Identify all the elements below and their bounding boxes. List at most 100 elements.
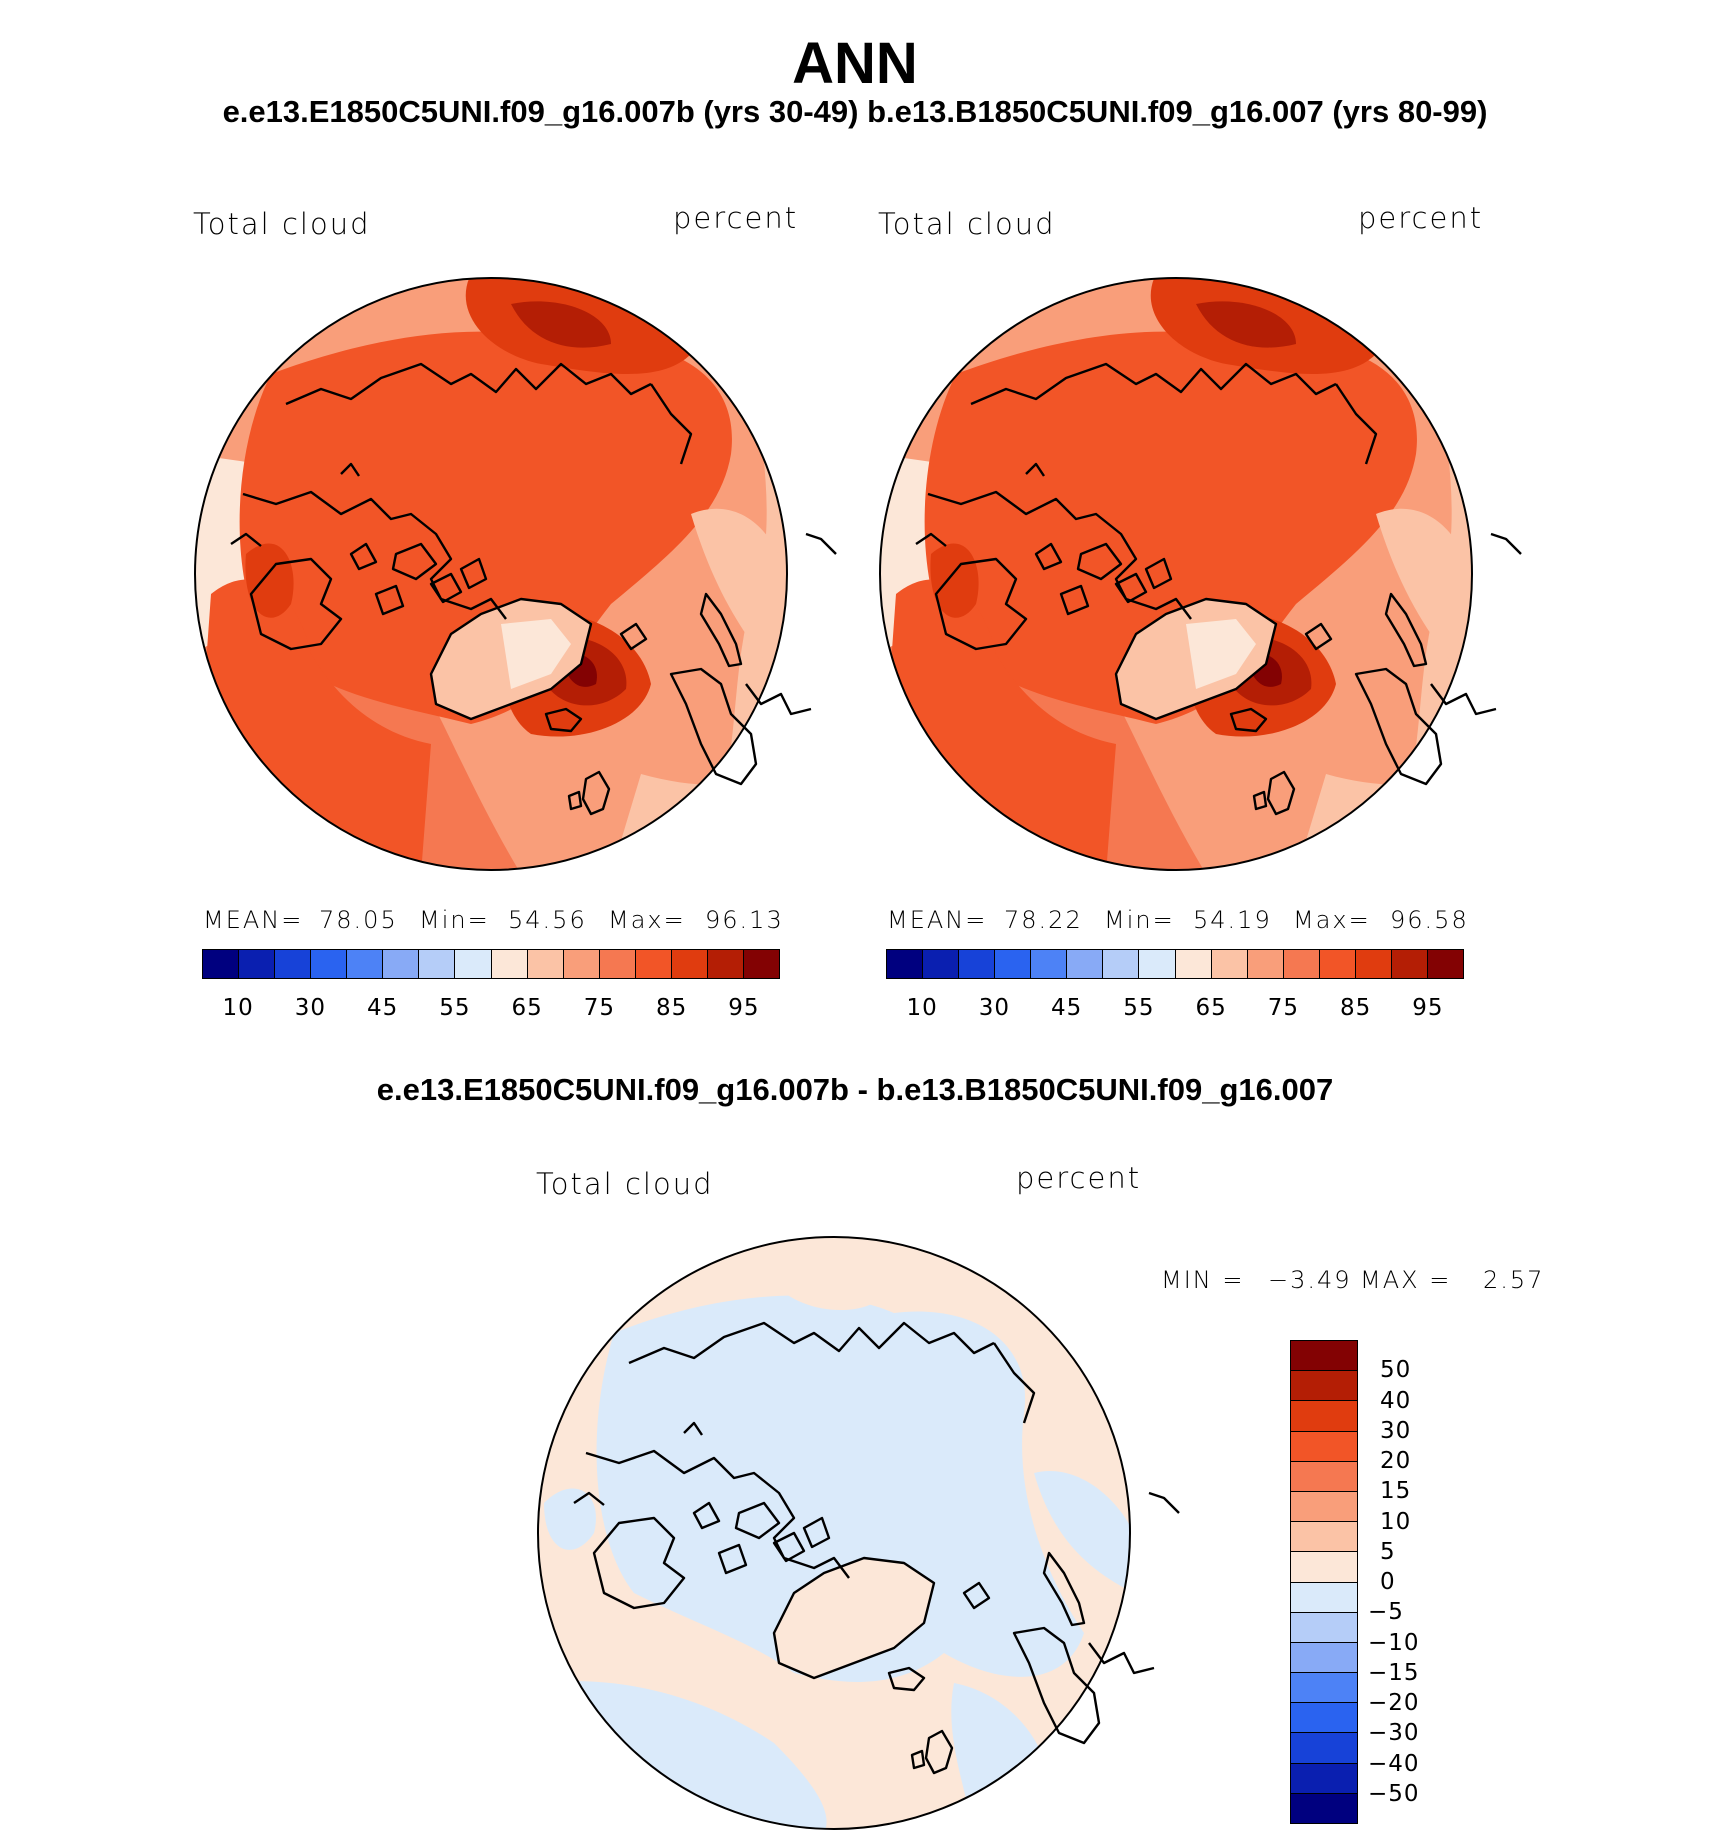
colorbar-swatch-15 xyxy=(1427,950,1463,978)
colorbar-tick-label: −15 xyxy=(1368,1659,1420,1686)
panel1-variable-label: Total cloud xyxy=(193,207,371,241)
colorbar-tick-label: 65 xyxy=(511,995,543,1021)
colorbar-swatch-8 xyxy=(1175,950,1212,978)
panel2-min-value: 54.19 xyxy=(1193,906,1272,934)
colorbar-swatch-13 xyxy=(671,950,708,978)
panel2-variable-label: Total cloud xyxy=(878,207,1056,241)
diff-max-label: MAX = xyxy=(1360,1266,1452,1294)
colorbar-swatch-14 xyxy=(1391,950,1428,978)
colorbar-tick-label: −20 xyxy=(1368,1690,1420,1716)
colorbar-swatch-9 xyxy=(1291,1612,1357,1643)
panel1-mean-label: MEAN= xyxy=(203,906,304,934)
colorbar-swatch-15 xyxy=(743,950,779,978)
colorbar-tick-label: 45 xyxy=(1050,995,1083,1021)
colorbar-swatch-3 xyxy=(1291,1431,1357,1462)
panel1-mean-value: 78.05 xyxy=(319,906,398,934)
colorbar-swatch-14 xyxy=(707,950,744,978)
colorbar-swatch-1 xyxy=(239,950,276,978)
colorbar-swatch-11 xyxy=(599,950,636,978)
colorbar-swatch-8 xyxy=(1291,1582,1357,1613)
colorbar-swatch-5 xyxy=(383,950,420,978)
colorbar-swatch-7 xyxy=(455,950,492,978)
colorbar-swatch-10 xyxy=(1291,1642,1357,1674)
colorbar-tick-label: 10 xyxy=(906,995,938,1021)
colorbar-swatch-2 xyxy=(275,950,312,978)
diff-min-value: −3.49 xyxy=(1268,1266,1352,1294)
colorbar-tick-label: −10 xyxy=(1368,1629,1420,1656)
colorbar-swatch-4 xyxy=(1291,1461,1357,1492)
diff-title: e.e13.E1850C5UNI.f09_g16.007b - b.e13.B1… xyxy=(376,1072,1334,1107)
colorbar-tick-label: 85 xyxy=(1339,995,1372,1021)
colorbar-swatch-13 xyxy=(1355,950,1392,978)
panel1-max-value: 96.13 xyxy=(705,906,784,934)
colorbar-swatch-2 xyxy=(1291,1401,1357,1432)
panel1-units-label: percent xyxy=(673,201,799,235)
panel2-max-value: 96.58 xyxy=(1390,906,1469,934)
panel2-min-label: Min= xyxy=(1104,906,1175,934)
colorbar-tick-label: −5 xyxy=(1368,1599,1404,1626)
subtitle: e.e13.E1850C5UNI.f09_g16.007b (yrs 30-49… xyxy=(222,94,1488,129)
colorbar-swatch-2 xyxy=(959,950,996,978)
colorbar-swatch-6 xyxy=(419,950,456,978)
diff-min-label: MIN = xyxy=(1161,1266,1245,1294)
colorbar-tick-label: 15 xyxy=(1380,1478,1412,1505)
colorbar-tick-label: 45 xyxy=(366,995,399,1021)
colorbar-swatch-4 xyxy=(1031,950,1068,978)
colorbar-swatch-15 xyxy=(1291,1793,1357,1823)
colorbar-swatch-12 xyxy=(635,950,672,978)
colorbar-swatch-3 xyxy=(995,950,1032,978)
panel2-units-label: percent xyxy=(1358,201,1484,235)
colorbar-swatch-0 xyxy=(203,950,240,978)
panel1-min-value: 54.56 xyxy=(508,906,587,934)
colorbar-tick-label: 10 xyxy=(1380,1508,1412,1535)
colorbar-swatch-5 xyxy=(1291,1491,1357,1523)
colorbar-swatch-1 xyxy=(923,950,960,978)
panel1-max-label: Max= xyxy=(608,906,686,934)
diff-colorbar xyxy=(1290,1340,1358,1824)
colorbar-swatch-10 xyxy=(1247,950,1284,978)
colorbar-swatch-13 xyxy=(1291,1733,1357,1764)
main-title: ANN xyxy=(792,31,918,96)
colorbar-tick-label: −30 xyxy=(1368,1720,1420,1747)
colorbar-tick-label: 95 xyxy=(1412,995,1444,1021)
panel2-mean-value: 78.22 xyxy=(1004,906,1083,934)
colorbar-tick-label: 50 xyxy=(1380,1357,1412,1384)
colorbar-swatch-12 xyxy=(1319,950,1356,978)
colorbar-tick-label: −40 xyxy=(1368,1750,1420,1777)
colorbar-swatch-0 xyxy=(1291,1341,1357,1372)
panel1-map xyxy=(194,277,838,871)
colorbar-swatch-6 xyxy=(1291,1522,1357,1553)
colorbar-tick-label: 30 xyxy=(294,995,327,1021)
diff-units-label: percent xyxy=(1016,1161,1142,1195)
colorbar-swatch-0 xyxy=(887,950,924,978)
colorbar-tick-label: 0 xyxy=(1380,1569,1396,1595)
colorbar-tick-label: 10 xyxy=(222,995,254,1021)
diff-max-value: 2.57 xyxy=(1483,1266,1545,1294)
panel1-min-label: Min= xyxy=(419,906,490,934)
colorbar-swatch-12 xyxy=(1291,1703,1357,1734)
colorbar-tick-label: 20 xyxy=(1380,1448,1412,1474)
panel1-colorbar xyxy=(202,949,780,979)
colorbar-swatch-14 xyxy=(1291,1763,1357,1794)
colorbar-tick-label: 85 xyxy=(655,995,688,1021)
colorbar-swatch-7 xyxy=(1139,950,1176,978)
colorbar-tick-label: 30 xyxy=(1380,1417,1412,1444)
colorbar-tick-label: 75 xyxy=(583,995,616,1021)
panel2-map xyxy=(879,277,1523,871)
colorbar-tick-label: 55 xyxy=(1123,995,1155,1021)
colorbar-tick-label: 95 xyxy=(728,995,760,1021)
colorbar-tick-label: 55 xyxy=(439,995,471,1021)
diff-variable-label: Total cloud xyxy=(536,1167,714,1201)
colorbar-swatch-9 xyxy=(1211,950,1248,978)
colorbar-swatch-4 xyxy=(347,950,384,978)
colorbar-tick-label: −50 xyxy=(1368,1780,1420,1807)
panel2-max-label: Max= xyxy=(1293,906,1371,934)
colorbar-swatch-11 xyxy=(1291,1673,1357,1704)
colorbar-tick-label: 30 xyxy=(978,995,1011,1021)
colorbar-swatch-9 xyxy=(527,950,564,978)
colorbar-tick-label: 65 xyxy=(1195,995,1227,1021)
colorbar-swatch-7 xyxy=(1291,1552,1357,1583)
diff-map xyxy=(537,1236,1181,1830)
colorbar-swatch-1 xyxy=(1291,1371,1357,1402)
panel2-colorbar xyxy=(886,949,1464,979)
